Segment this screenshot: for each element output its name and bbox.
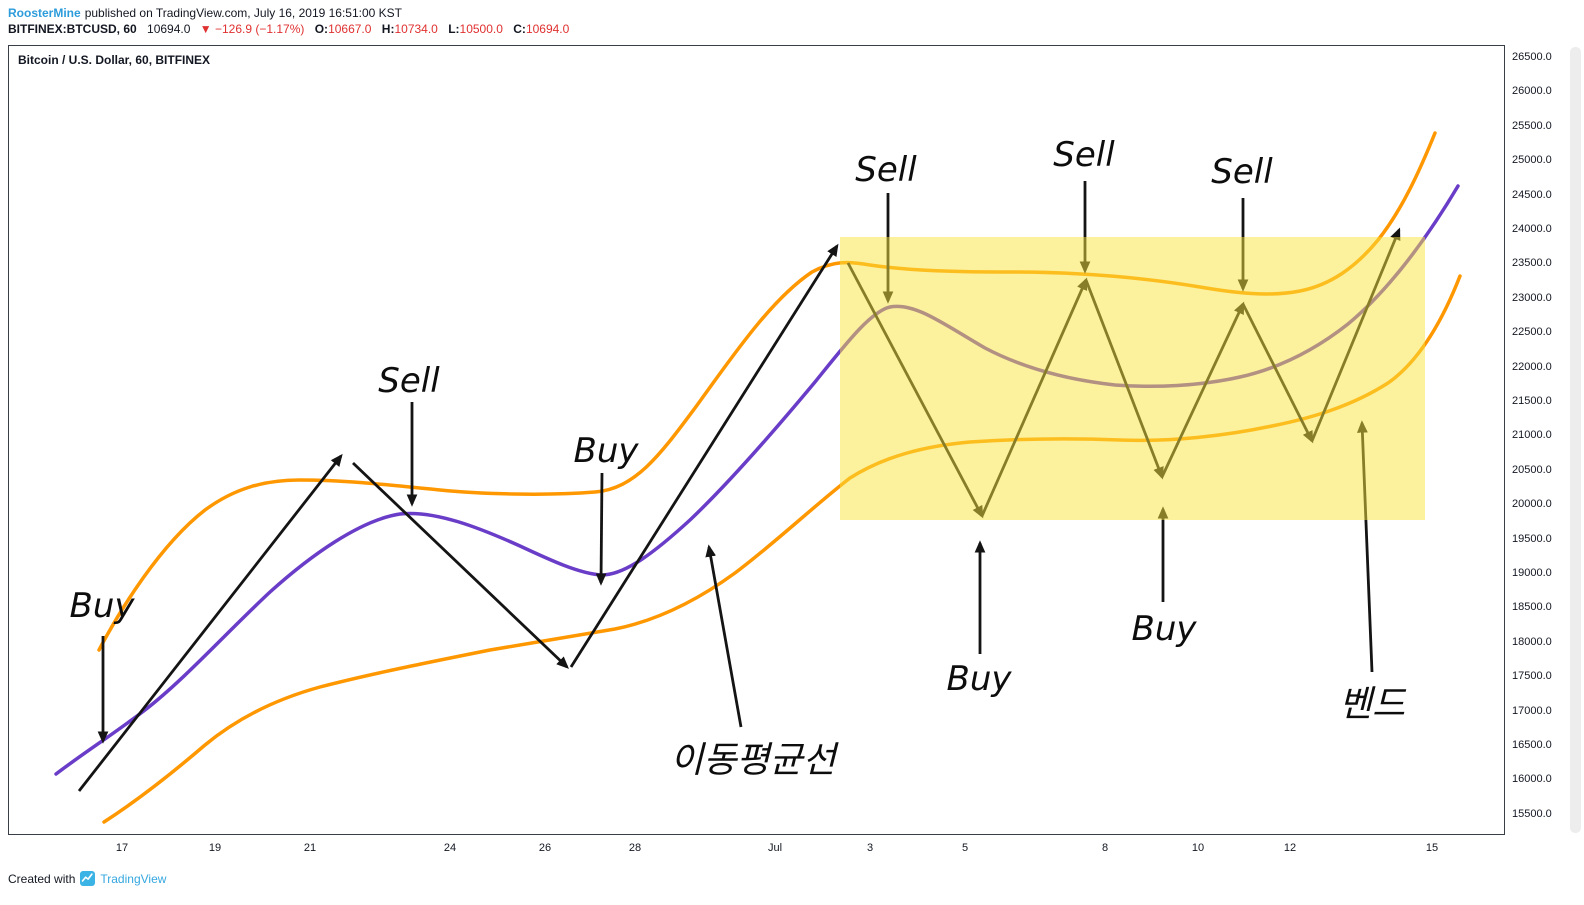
high-label: H:	[381, 22, 395, 36]
price-tick: 26500.0	[1512, 51, 1552, 63]
footer: Created with TradingView	[8, 871, 166, 886]
price-tick: 24000.0	[1512, 223, 1552, 235]
annotation-sell-4: Sell	[1211, 152, 1273, 192]
vertical-scrollbar[interactable]	[1570, 47, 1581, 833]
symbol-info-bar: BITFINEX:BTCUSD, 60 10694.0 ▼ −126.9 (−1…	[8, 22, 569, 36]
time-tick: 19	[208, 842, 222, 854]
time-tick: 21	[303, 842, 317, 854]
price-tick: 16500.0	[1512, 739, 1552, 751]
time-tick: 26	[538, 842, 552, 854]
symbol-name: BITFINEX:BTCUSD, 60	[8, 22, 137, 36]
price-tick: 21000.0	[1512, 429, 1552, 441]
low-value: 10500.0	[459, 22, 503, 36]
annotation-buy-3: Buy	[946, 659, 1012, 699]
price-tick: 22500.0	[1512, 326, 1552, 338]
last-price: 10694.0	[147, 22, 191, 36]
close-value: 10694.0	[525, 22, 570, 36]
annotation-buy-4: Buy	[1131, 609, 1197, 649]
price-tick: 21500.0	[1512, 395, 1552, 407]
price-tick: 18000.0	[1512, 636, 1552, 648]
price-tick: 20500.0	[1512, 464, 1552, 476]
price-tick: 17500.0	[1512, 670, 1552, 682]
annotation-sell-3: Sell	[1053, 135, 1115, 175]
price-tick: 24500.0	[1512, 189, 1552, 201]
price-tick: 25500.0	[1512, 120, 1552, 132]
time-tick: 3	[866, 842, 874, 854]
annotation-sell-2: Sell	[855, 150, 917, 190]
price-tick: 18500.0	[1512, 601, 1552, 613]
price-tick: 20000.0	[1512, 498, 1552, 510]
chart-title: Bitcoin / U.S. Dollar, 60, BITFINEX	[18, 53, 211, 67]
low-label: L:	[448, 22, 460, 36]
price-tick: 23000.0	[1512, 292, 1552, 304]
publish-info: published on TradingView.com, July 16, 2…	[84, 6, 403, 20]
time-tick: 28	[628, 842, 642, 854]
byline: RoosterMine published on TradingView.com,…	[8, 6, 402, 20]
price-tick: 15500.0	[1512, 808, 1552, 820]
annotation-moving-average-label: 이동평균선	[670, 740, 836, 781]
price-tick: 19000.0	[1512, 567, 1552, 579]
price-tick: 26000.0	[1512, 85, 1552, 97]
author-link[interactable]: RoosterMine	[8, 6, 81, 20]
time-tick: Jul	[767, 842, 783, 854]
price-tick: 16000.0	[1512, 773, 1552, 785]
plot-area	[8, 45, 1505, 835]
open-value: 10667.0	[328, 22, 372, 36]
annotation-sell-1: Sell	[378, 361, 440, 401]
open-label: O:	[314, 22, 329, 36]
close-label: C:	[513, 22, 526, 36]
time-tick: 24	[443, 842, 457, 854]
annotation-buy-2: Buy	[573, 431, 639, 471]
price-tick: 19500.0	[1512, 533, 1552, 545]
price-tick: 23500.0	[1512, 257, 1552, 269]
tradingview-brand-link[interactable]: TradingView	[100, 871, 167, 886]
price-tick: 17000.0	[1512, 705, 1552, 717]
annotation-band-label: 벤드	[1338, 684, 1406, 725]
time-tick: 5	[961, 842, 969, 854]
annotation-buy-1: Buy	[69, 586, 135, 626]
price-tick: 22000.0	[1512, 361, 1552, 373]
tradingview-logo-icon[interactable]	[80, 871, 96, 886]
time-tick: 10	[1191, 842, 1205, 854]
time-tick: 8	[1101, 842, 1109, 854]
price-change: ▼ −126.9 (−1.17%)	[199, 22, 305, 36]
high-value: 10734.0	[394, 22, 438, 36]
time-tick: 15	[1425, 842, 1439, 854]
created-with-text: Created with	[8, 871, 76, 886]
time-tick: 17	[115, 842, 129, 854]
price-tick: 25000.0	[1512, 154, 1552, 166]
time-tick: 12	[1283, 842, 1297, 854]
